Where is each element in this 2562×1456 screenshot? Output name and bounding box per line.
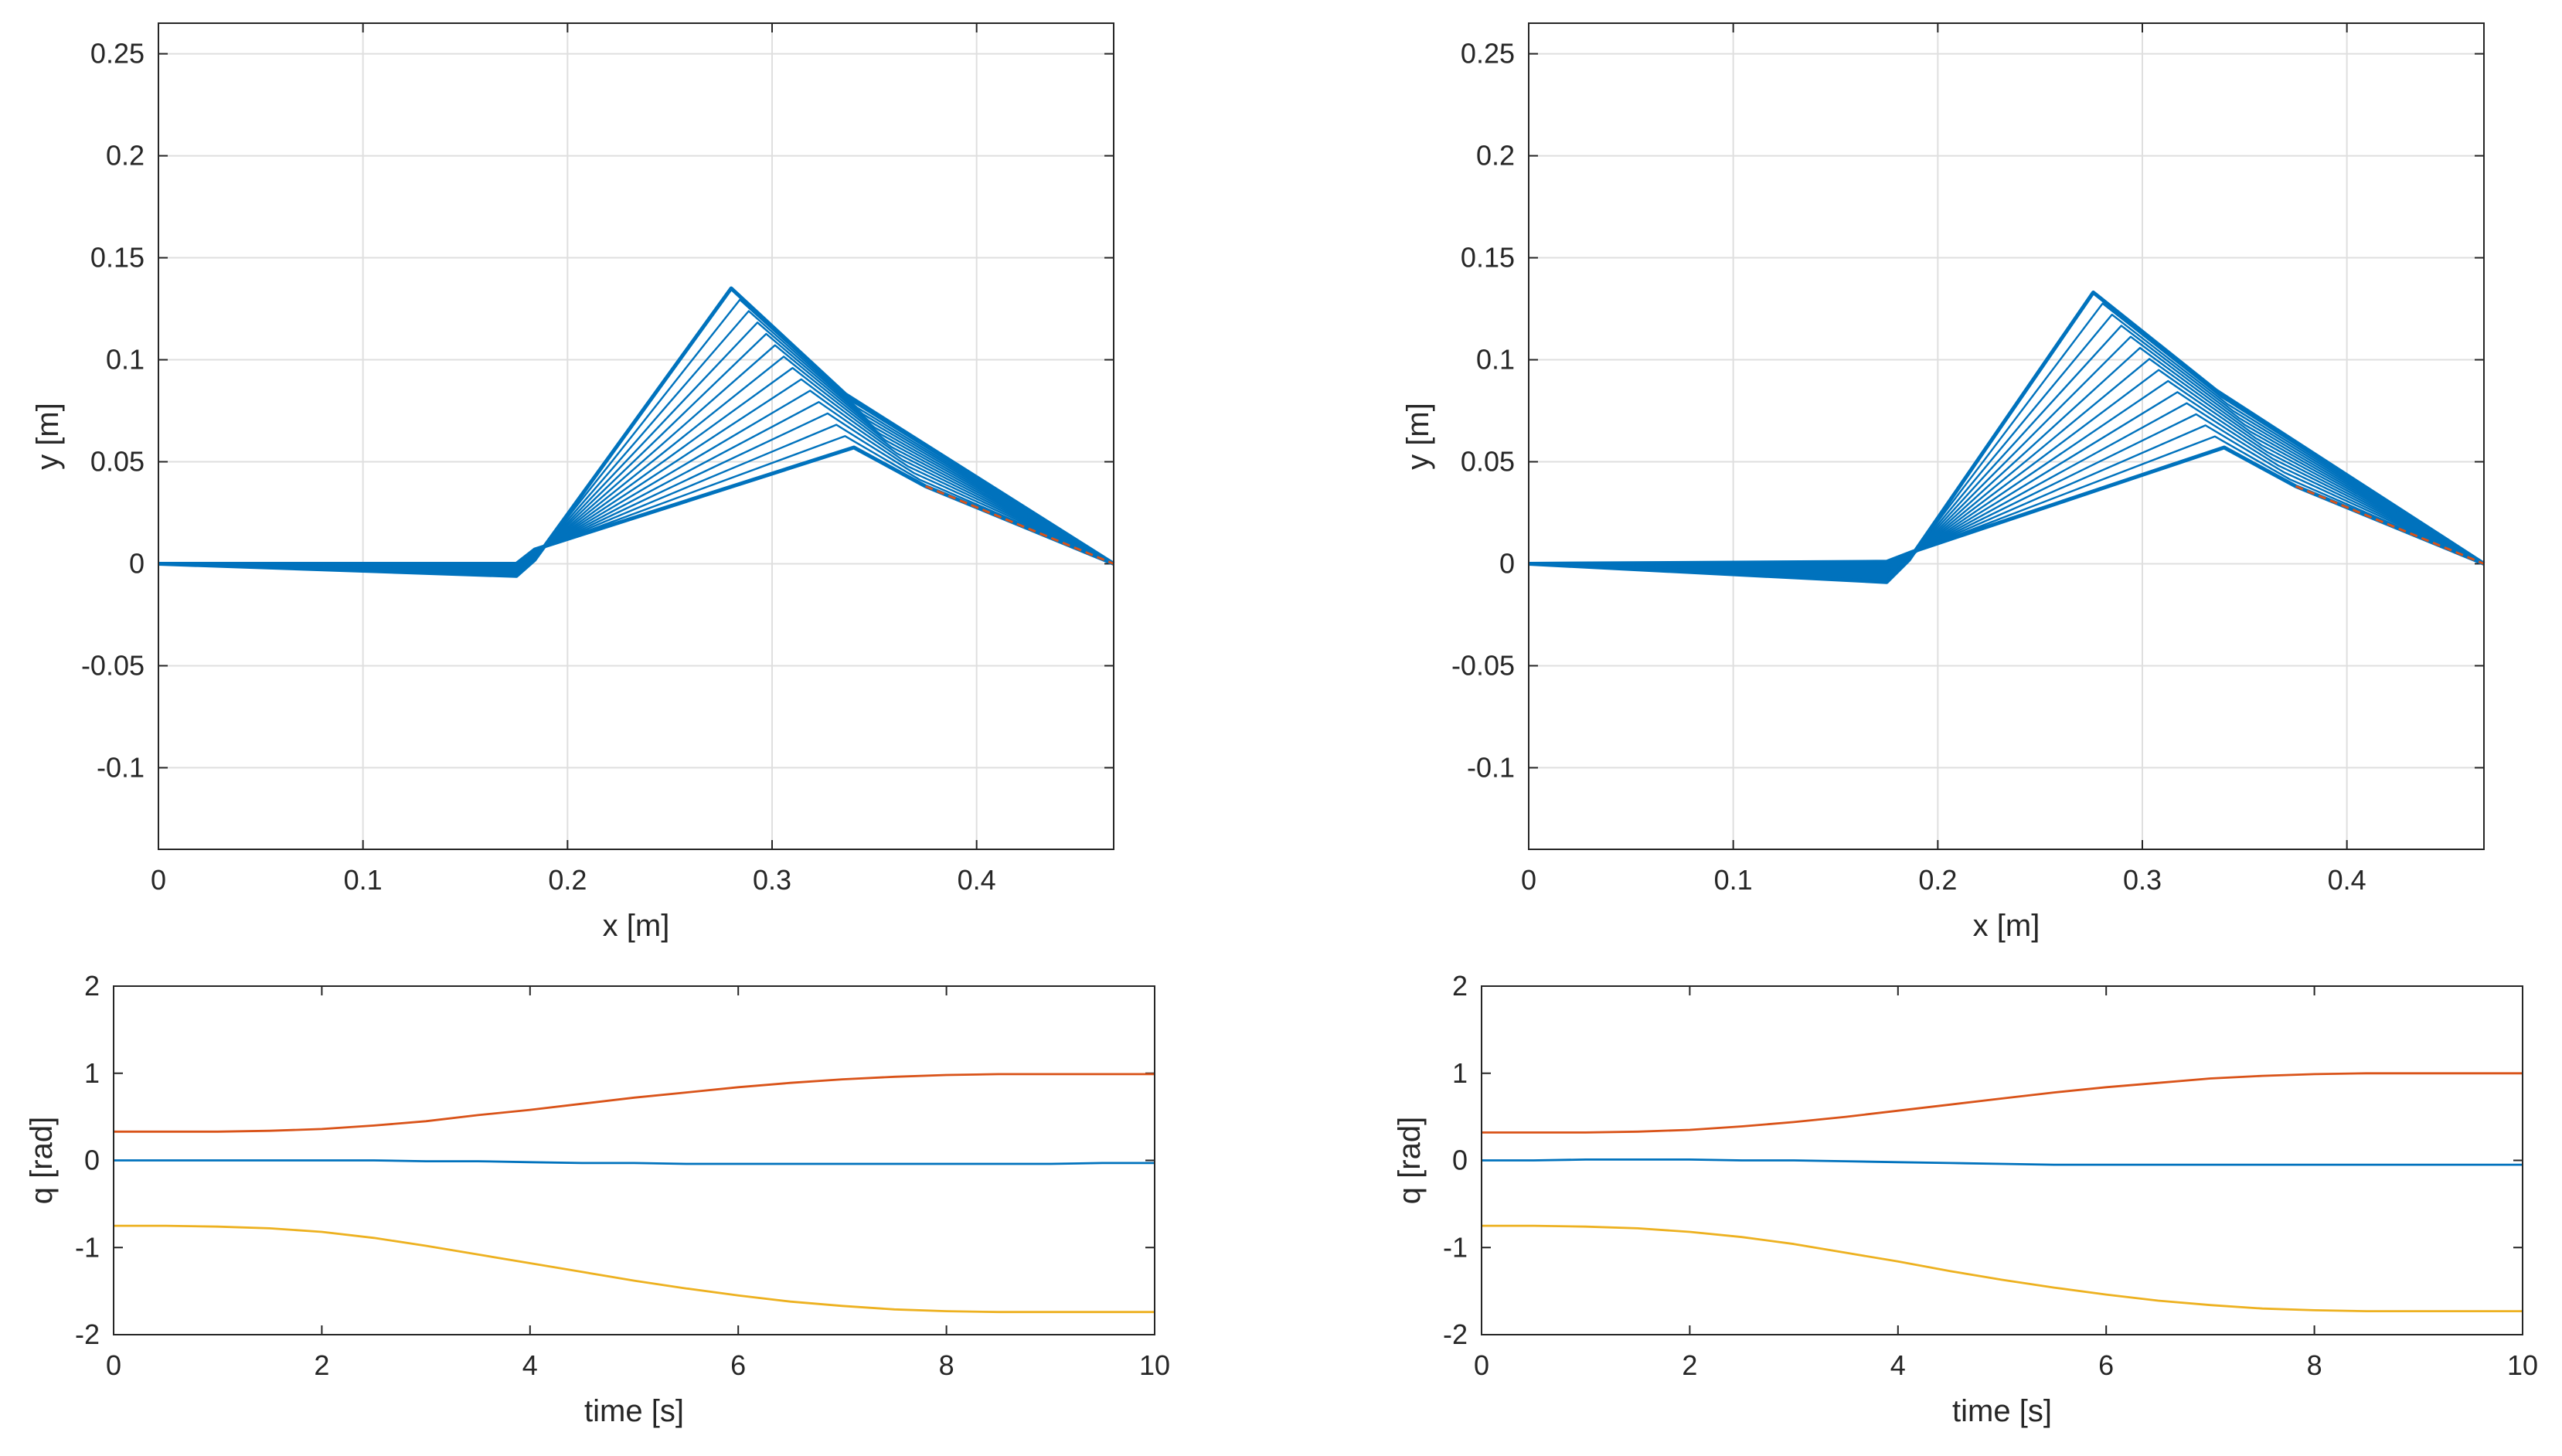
x-axis-label: x [m] <box>603 909 670 943</box>
axes-frame <box>158 22 1114 850</box>
y-tick-label: 0 <box>84 1145 100 1176</box>
y-tick-label: 0.1 <box>1476 344 1515 376</box>
y-tick-label: -2 <box>1443 1318 1468 1350</box>
arm-configuration-line <box>158 286 1115 578</box>
x-tick-label: 4 <box>1890 1349 1906 1381</box>
x-tick-label: 8 <box>939 1349 954 1381</box>
y-tick-label: 0.15 <box>1461 242 1515 274</box>
y-tick-label: -0.05 <box>1451 649 1515 681</box>
x-tick-label: 0.3 <box>753 864 791 896</box>
x-tick-label: 0 <box>106 1349 121 1381</box>
arm-configuration-line <box>1528 435 2485 565</box>
series-line-q3 <box>1482 1224 2523 1312</box>
y-tick-label: 0 <box>1499 547 1515 579</box>
plot-area <box>1529 23 2484 849</box>
y-tick-label: -0.1 <box>1467 751 1515 783</box>
axes-frame <box>1528 22 2485 850</box>
x-tick-label: 2 <box>314 1349 329 1381</box>
y-tick-label: -2 <box>75 1318 100 1350</box>
y-tick-label: 2 <box>84 970 100 1002</box>
series-line-q2 <box>1482 1158 2523 1166</box>
arm-configuration-line <box>1528 402 2485 569</box>
y-axis-label: q [rad] <box>25 1117 59 1204</box>
arm-configuration-line <box>1528 424 2485 566</box>
y-tick-label: 2 <box>1452 970 1468 1002</box>
x-tick-label: 0 <box>151 864 166 896</box>
x-tick-label: 0 <box>1474 1349 1489 1381</box>
x-tick-label: 6 <box>2098 1349 2114 1381</box>
y-tick-label: -0.05 <box>81 649 145 681</box>
x-tick-label: 0.3 <box>2123 864 2162 896</box>
arm-configuration-line <box>1528 346 2485 576</box>
joint-angle-plot-left: 0 2 4 6 8 10 -2 -1 0 1 2 time [s] q [rad] <box>25 970 1170 1428</box>
x-tick-label: 2 <box>1682 1349 1697 1381</box>
y-tick-label: 1 <box>84 1057 100 1089</box>
y-tick-label: 0.15 <box>90 242 145 274</box>
y-tick-label: 0.1 <box>106 344 145 376</box>
x-tick-label: 0.1 <box>344 864 383 896</box>
x-tick-label: 6 <box>730 1349 746 1381</box>
series-line-q1 <box>1482 1072 2523 1134</box>
y-tick-label: 1 <box>1452 1057 1468 1089</box>
plot-area <box>158 23 1114 849</box>
arm-configuration-line <box>1528 313 2485 580</box>
x-tick-label: 0.2 <box>1918 864 1957 896</box>
arm-configuration-line <box>1528 391 2485 570</box>
x-tick-label: 8 <box>2307 1349 2322 1381</box>
x-tick-label: 0.4 <box>2328 864 2366 896</box>
arm-configuration-line <box>1528 290 2485 584</box>
y-axis-label: q [rad] <box>1393 1117 1427 1204</box>
x-axis-label: x [m] <box>1973 909 2040 943</box>
xy-plot-right: 0 0.1 0.2 0.3 0.4 -0.1 -0.05 0 0.05 0.1 0.15 0.2 0.2… <box>1401 22 2485 943</box>
y-tick-label: 0.05 <box>1461 445 1515 477</box>
arm-configuration-line <box>1528 445 2485 566</box>
joint-angle-plot-right: 0 2 4 6 8 10 -2 -1 0 1 2 time [s] q [rad] <box>1393 970 2538 1428</box>
arm-configuration-line <box>1528 413 2485 567</box>
y-tick-label: 0.25 <box>90 38 145 70</box>
x-tick-label: 10 <box>2507 1349 2538 1381</box>
y-axis-label: y [m] <box>1401 403 1435 470</box>
x-tick-label: 0.1 <box>1714 864 1753 896</box>
y-tick-label: 0 <box>129 547 145 579</box>
x-tick-label: 4 <box>522 1349 538 1381</box>
x-tick-label: 10 <box>1139 1349 1170 1381</box>
y-axis-label: y [m] <box>31 403 65 470</box>
arm-configuration-line <box>1528 358 2485 575</box>
x-tick-label: 0.4 <box>958 864 996 896</box>
series-line-q1 <box>114 1073 1155 1133</box>
y-tick-label: -1 <box>75 1231 100 1263</box>
series-line-q3 <box>114 1224 1155 1314</box>
axes-frame <box>113 985 1155 1335</box>
x-axis-label: time [s] <box>584 1394 684 1428</box>
y-tick-label: 0.25 <box>1461 38 1515 70</box>
y-tick-label: -1 <box>1443 1231 1468 1263</box>
y-tick-label: 0.05 <box>90 445 145 477</box>
arm-configuration-line <box>1528 379 2485 572</box>
y-tick-label: 0.2 <box>1476 140 1515 172</box>
y-tick-label: -0.1 <box>97 751 145 783</box>
axes-frame <box>1481 985 2523 1335</box>
y-tick-label: 0 <box>1452 1145 1468 1176</box>
x-tick-label: 0.2 <box>548 864 587 896</box>
x-tick-label: 0 <box>1521 864 1536 896</box>
reference-path-line <box>924 485 1114 565</box>
arm-configuration-line <box>1528 335 2485 577</box>
y-tick-label: 0.2 <box>106 140 145 172</box>
xy-plot-left: 0 0.1 0.2 0.3 0.4 -0.1 -0.05 0 0.05 0.1 0.15 0.2 0.2… <box>31 22 1115 943</box>
x-axis-label: time [s] <box>1952 1394 2052 1428</box>
arm-configuration-line <box>1528 325 2485 579</box>
series-line-q2 <box>114 1159 1155 1165</box>
reference-path-line <box>2295 485 2485 565</box>
arm-configuration-line <box>1528 369 2485 573</box>
